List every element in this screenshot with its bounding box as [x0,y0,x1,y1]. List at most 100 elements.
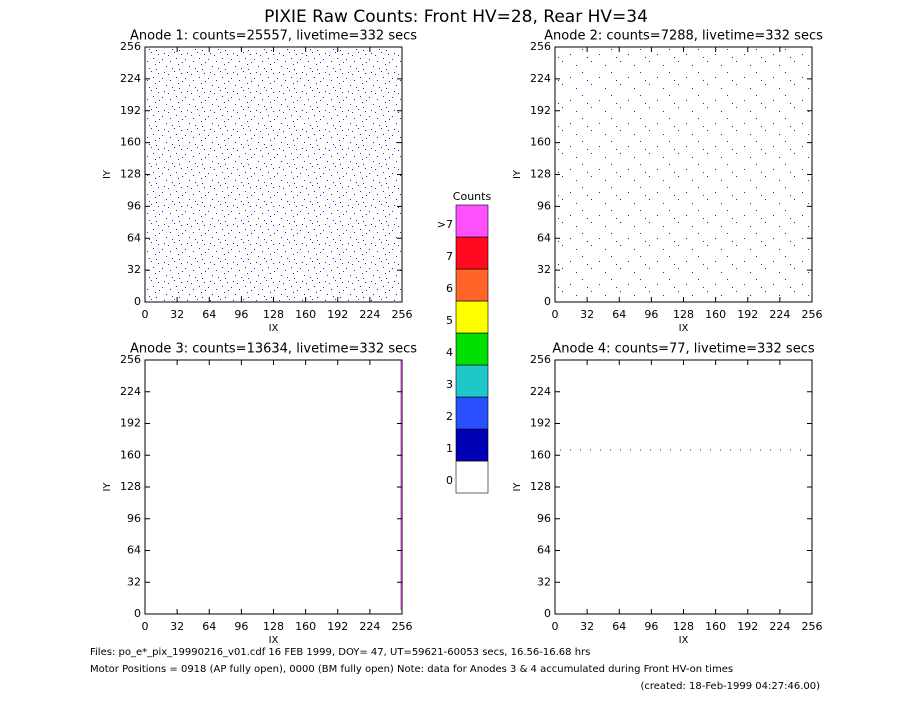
x-tick-label: 128 [673,620,694,633]
plot-frame [144,359,403,615]
y-tick-label: 192 [120,104,141,117]
x-tick-label: 96 [234,620,248,633]
colorbar-swatch [455,268,489,302]
y-tick-label: 32 [127,575,141,588]
hit-texture [146,48,401,301]
x-tick-label: 128 [263,308,284,321]
x-tick-label: 0 [142,308,149,321]
x-tick-label: 160 [295,308,316,321]
x-tick-label: 256 [802,620,823,633]
colorbar-label: 1 [446,442,453,455]
y-axis-label: IY [102,482,113,492]
x-tick-label: 32 [170,620,184,633]
x-tick-label: 96 [644,308,658,321]
x-tick-label: 160 [705,620,726,633]
x-tick-label: 64 [612,308,626,321]
footer-motor: Motor Positions = 0918 (AP fully open), … [90,664,733,675]
colorbar-label: 5 [446,314,453,327]
x-tick-label: 160 [705,308,726,321]
x-tick-label: 32 [170,308,184,321]
x-tick-label: 96 [234,308,248,321]
y-axis-label: IY [512,169,523,179]
y-tick-label: 160 [530,448,551,461]
x-tick-label: 0 [552,620,559,633]
x-tick-label: 32 [580,620,594,633]
x-tick-label: 224 [359,620,380,633]
x-tick-label: 160 [295,620,316,633]
x-tick-label: 0 [552,308,559,321]
y-axis-label: IY [102,169,113,179]
y-tick-label: 32 [537,575,551,588]
y-tick-label: 96 [537,512,551,525]
y-tick-label: 0 [134,607,141,620]
x-tick-label: 224 [359,308,380,321]
y-tick-label: 0 [544,295,551,308]
colorbar-swatch [455,460,489,494]
colorbar-swatch [455,204,489,238]
colorbar-swatch [455,300,489,334]
y-tick-label: 256 [530,40,551,53]
y-tick-label: 96 [127,512,141,525]
y-tick-label: 32 [537,263,551,276]
y-tick-label: 128 [530,480,551,493]
colorbar-swatch [455,428,489,462]
x-axis-label: IX [679,635,689,646]
y-tick-label: 192 [530,104,551,117]
x-tick-label: 256 [802,308,823,321]
y-tick-label: 256 [120,353,141,366]
x-tick-label: 192 [327,620,348,633]
y-tick-label: 64 [537,231,551,244]
colorbar-swatch [455,236,489,270]
colorbar-swatch [455,332,489,366]
x-tick-label: 192 [327,308,348,321]
y-tick-label: 224 [530,385,551,398]
colorbar-label: >7 [437,218,453,231]
y-tick-label: 224 [120,385,141,398]
x-tick-label: 64 [202,308,216,321]
x-tick-label: 32 [580,308,594,321]
x-tick-label: 64 [612,620,626,633]
x-tick-label: 256 [392,308,413,321]
y-tick-label: 128 [120,168,141,181]
x-axis-label: IX [679,323,689,334]
colorbar-label: 0 [446,474,453,487]
colorbar-label: 6 [446,282,453,295]
colorbar-title: Counts [453,190,492,203]
page-title: PIXIE Raw Counts: Front HV=28, Rear HV=3… [264,7,648,27]
y-tick-label: 224 [530,72,551,85]
panel-title: Anode 1: counts=25557, livetime=332 secs [130,29,417,44]
y-tick-label: 96 [127,199,141,212]
x-axis-label: IX [269,635,279,646]
y-tick-label: 160 [530,136,551,149]
footer-files: Files: po_e*_pix_19990216_v01.cdf 16 FEB… [90,647,590,658]
y-tick-label: 0 [134,295,141,308]
y-tick-label: 64 [127,231,141,244]
x-tick-label: 192 [737,308,758,321]
colorbar-label: 4 [446,346,453,359]
y-tick-label: 192 [530,417,551,430]
colorbar-label: 7 [446,250,453,263]
y-tick-label: 128 [530,168,551,181]
plot-frame [554,359,813,615]
x-tick-label: 128 [673,308,694,321]
x-axis-label: IX [269,323,279,334]
y-tick-label: 224 [120,72,141,85]
x-tick-label: 0 [142,620,149,633]
y-tick-label: 192 [120,417,141,430]
x-tick-label: 256 [392,620,413,633]
y-tick-label: 0 [544,607,551,620]
panel-title: Anode 3: counts=13634, livetime=332 secs [130,342,417,357]
x-tick-label: 64 [202,620,216,633]
panel-title: Anode 4: counts=77, livetime=332 secs [552,342,814,357]
x-tick-label: 224 [769,308,790,321]
y-tick-label: 256 [120,40,141,53]
y-tick-label: 32 [127,263,141,276]
hit-texture [400,360,402,610]
y-tick-label: 160 [120,136,141,149]
colorbar-label: 3 [446,378,453,391]
colorbar-label: 2 [446,410,453,423]
footer-created: (created: 18-Feb-1999 04:27:46.00) [640,681,820,692]
colorbar-swatch [455,364,489,398]
y-tick-label: 64 [537,544,551,557]
